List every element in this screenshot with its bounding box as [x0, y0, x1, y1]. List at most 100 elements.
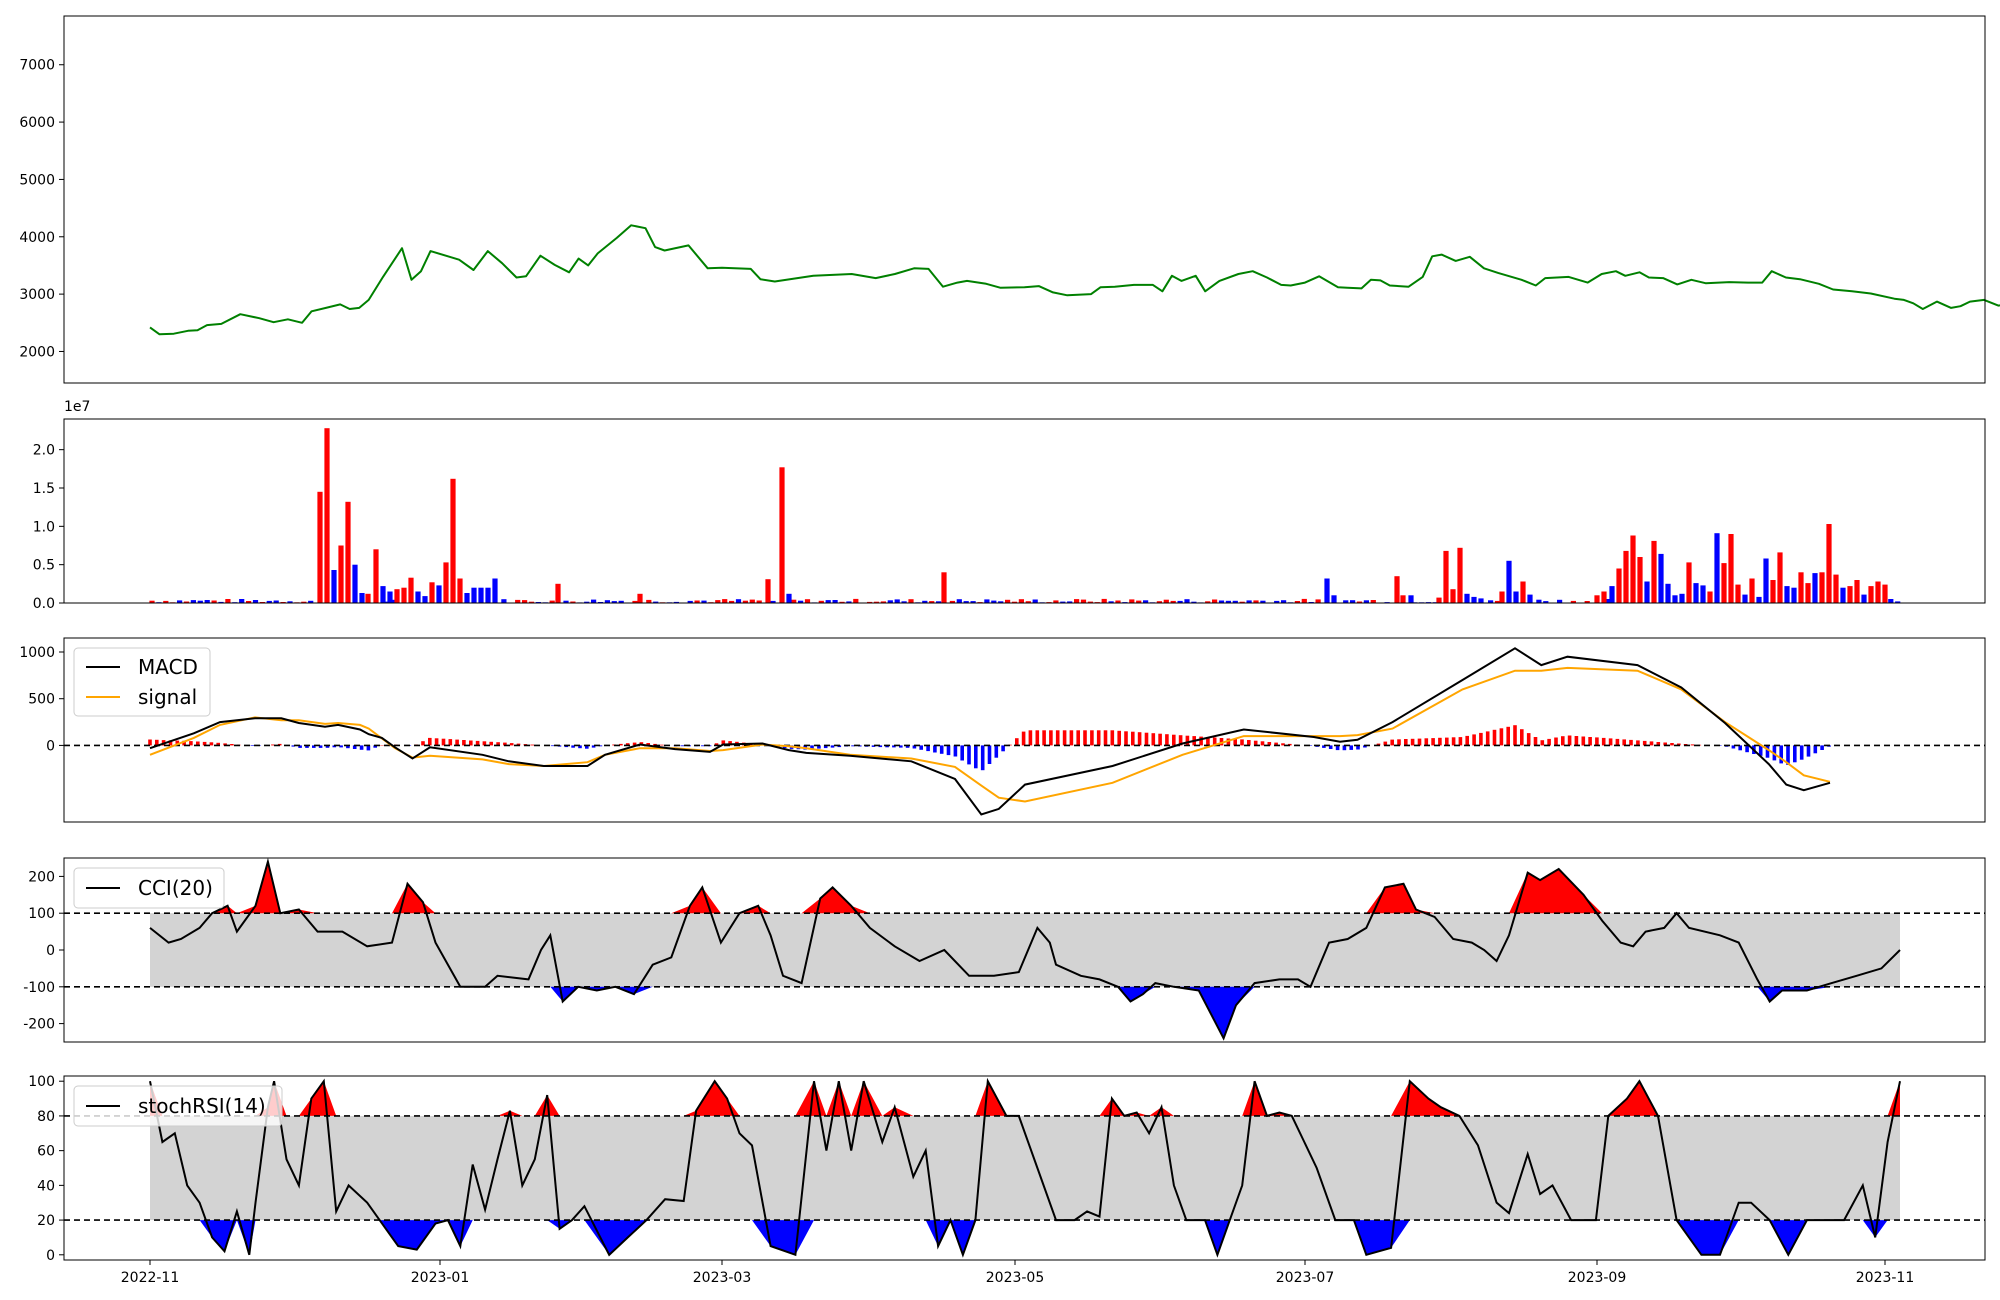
volume-bar [197, 600, 203, 603]
volume-bar [492, 578, 498, 603]
volume-bar [1798, 572, 1804, 603]
volume-bar [1129, 599, 1135, 603]
volume-bar [646, 599, 652, 603]
macd-histogram-bar [182, 740, 186, 746]
macd-legend: MACD signal [73, 647, 211, 717]
volume-bar [853, 598, 859, 603]
x-tick-label: 2023-09 [1568, 1270, 1627, 1286]
volume-bar [1087, 601, 1093, 603]
volume-bar [331, 570, 337, 603]
stochrsi-panel: 0 20 40 60 80 100 stochRSI(14) 2022-11 2023-01 20… [28, 1074, 1986, 1286]
macd-histogram-bar [1588, 737, 1592, 746]
volume-bar [457, 578, 463, 603]
volume-bar [929, 601, 935, 603]
macd-histogram-bar [250, 745, 255, 746]
macd-histogram-bar [1383, 741, 1388, 746]
y-tick-label: 7000 [19, 58, 55, 74]
volume-offset-text: 1e7 [64, 399, 90, 415]
macd-histogram-bar [1629, 739, 1633, 746]
volume-bar [387, 591, 393, 603]
volume-bar [1721, 563, 1727, 603]
volume-bar [211, 600, 217, 603]
volume-bar [183, 601, 190, 603]
volume-bar [384, 601, 390, 603]
volume-bar [338, 545, 344, 603]
macd-histogram-bar [1062, 730, 1067, 746]
volume-bar [1060, 601, 1066, 603]
stochrsi-overbought-fill [150, 1081, 1900, 1116]
macd-histogram-bar [1219, 738, 1224, 746]
y-tick-label: 0.0 [33, 596, 55, 612]
volume-bar [673, 601, 679, 603]
volume-bar [1868, 586, 1874, 603]
macd-histogram-bar [1567, 735, 1572, 746]
y-tick-label: 5000 [19, 172, 55, 188]
macd-histogram-bar [974, 745, 978, 769]
macd-histogram-bar [1533, 737, 1538, 746]
macd-histogram-bar [366, 745, 371, 751]
volume-bar [887, 600, 893, 603]
y-tick-label: 100 [28, 906, 55, 922]
volume-bar [1494, 600, 1501, 603]
volume-bar [618, 600, 624, 603]
macd-histogram-bar [1172, 734, 1176, 746]
y-tick-label: 4000 [19, 230, 55, 246]
macd-histogram-bar [1561, 736, 1565, 746]
x-tick-label: 2023-03 [693, 1270, 752, 1286]
volume-bar [163, 600, 169, 603]
macd-histogram-bar [939, 745, 944, 754]
volume-bar [729, 600, 735, 603]
macd-histogram-bar [1458, 737, 1463, 746]
volume-bar [352, 564, 358, 603]
volume-bar [970, 601, 976, 603]
macd-histogram-bar [189, 741, 193, 746]
macd-histogram-bar [1274, 742, 1278, 746]
volume-bar [1714, 533, 1720, 603]
price-panel: 2000 3000 4000 5000 6000 7000 [19, 15, 2000, 384]
volume-bar [941, 572, 947, 603]
macd-histogram-bar [919, 745, 923, 750]
macd-histogram-bar [230, 744, 234, 746]
cci-line [149, 857, 1901, 1041]
macd-histogram-bar [1042, 730, 1046, 746]
volume-bar [1513, 591, 1519, 603]
y-tick-label: 0 [46, 943, 55, 959]
volume-bar [1665, 583, 1671, 603]
macd-histogram-bar [994, 745, 999, 758]
macd-histogram-bar [1363, 745, 1367, 748]
stochrsi-legend: stochRSI(14) [73, 1085, 283, 1127]
y-tick-label: 100 [28, 1074, 55, 1090]
macd-histogram-bar [1601, 737, 1606, 746]
macd-histogram-bar [530, 744, 534, 746]
macd-histogram-bar [1131, 731, 1135, 746]
volume-bar [1108, 601, 1114, 603]
volume-bar [1756, 596, 1762, 603]
volume-bar [804, 599, 811, 603]
macd-histogram-bar [1144, 732, 1149, 746]
volume-bar [1805, 583, 1811, 603]
volume-bar [555, 583, 561, 603]
volume-bar [522, 600, 528, 603]
macd-histogram-bar [1540, 740, 1545, 746]
macd-histogram-bar [202, 741, 207, 746]
volume-bar [873, 601, 880, 603]
volume-bar [1895, 601, 1901, 603]
macd-histogram-bar [899, 745, 903, 748]
macd-histogram-bar [701, 745, 705, 747]
macd-histogram-bar [851, 745, 855, 747]
volume-bar [894, 599, 900, 603]
x-tick-label: 2023-07 [1276, 1270, 1335, 1286]
volume-bar [867, 601, 873, 603]
volume-bar [1728, 534, 1734, 603]
volume-bar [1274, 600, 1280, 603]
y-tick-label: 60 [37, 1144, 55, 1160]
macd-histogram-bar [591, 745, 596, 748]
volume-bar [839, 601, 845, 603]
volume-bar [1350, 600, 1356, 603]
macd-histogram-bar [148, 739, 152, 746]
volume-bar [1700, 585, 1706, 603]
macd-histogram-bar [462, 740, 466, 746]
macd-histogram-bar [1035, 730, 1040, 746]
macd-histogram-bar [1390, 739, 1394, 746]
volume-bar [922, 600, 928, 603]
